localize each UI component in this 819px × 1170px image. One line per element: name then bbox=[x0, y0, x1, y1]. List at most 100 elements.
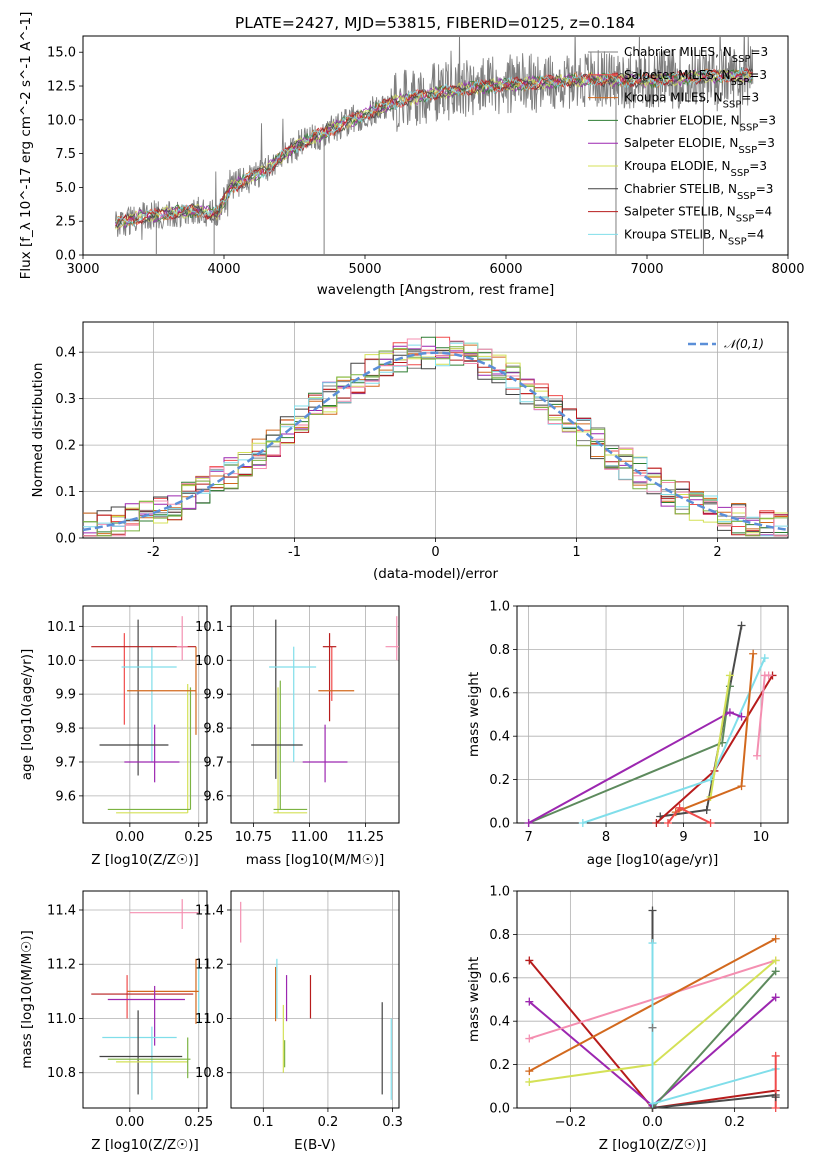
figure-title: PLATE=2427, MJD=53815, FIBERID=0125, z=0… bbox=[235, 14, 635, 32]
series-line bbox=[655, 674, 774, 824]
x-tick-label: -1 bbox=[288, 545, 301, 560]
y-tick-label: 0.1 bbox=[55, 485, 76, 500]
y-tick-label: 10.8 bbox=[47, 1066, 76, 1081]
legend-entry: 𝒩(0,1) bbox=[724, 337, 764, 351]
axes-frame bbox=[82, 321, 789, 539]
y-tick-label: 0.0 bbox=[55, 532, 76, 547]
x-tick-label: -2 bbox=[147, 545, 160, 560]
label-part: SSP bbox=[732, 54, 751, 65]
residuals-panel: -2 -1 0 1 2 0.0 0.1 0.2 0.3 0.4 𝒩(0,1) (data-model)… bbox=[30, 321, 789, 582]
y-tick-label: 0.8 bbox=[489, 928, 510, 943]
y-axis-label: Normed distribution bbox=[30, 363, 46, 498]
y-tick-label: 0.4 bbox=[489, 730, 510, 745]
data-point-marker bbox=[648, 906, 657, 915]
data-point-marker bbox=[648, 1099, 657, 1108]
y-tick-label: 11.0 bbox=[47, 1012, 76, 1027]
data-point-marker bbox=[648, 1023, 657, 1032]
label-part: =3 bbox=[749, 159, 767, 173]
errorbar-layer bbox=[91, 616, 197, 814]
data-point-marker bbox=[753, 751, 762, 760]
x-tick-label: 2 bbox=[713, 545, 721, 560]
data-point-marker bbox=[725, 708, 734, 717]
axes-frame bbox=[230, 605, 400, 824]
data-point-marker bbox=[648, 939, 657, 948]
histogram-step-line bbox=[83, 342, 788, 537]
x-tick-label: 0.00 bbox=[115, 830, 144, 845]
y-tick-label: 11.4 bbox=[47, 903, 76, 918]
axes-frame bbox=[82, 605, 208, 824]
histogram-step-line bbox=[83, 354, 788, 537]
label-part: Salpeter MILES, N bbox=[624, 68, 731, 82]
y-axis-label: age [log10(age/yr)] bbox=[19, 649, 35, 781]
x-tick-label: 0 bbox=[431, 545, 439, 560]
model-fit-line bbox=[115, 67, 754, 227]
legend-entry: Salpeter ELODIE, NSSP=3 bbox=[624, 136, 775, 156]
label-part: =3 bbox=[757, 136, 775, 150]
label-part: =3 bbox=[750, 45, 768, 59]
data-point-marker bbox=[663, 819, 672, 827]
histogram-step-line bbox=[83, 336, 788, 534]
y-tick-label: 12.5 bbox=[47, 80, 76, 95]
data-point-marker bbox=[771, 934, 780, 943]
label-part: =3 bbox=[756, 182, 774, 196]
model-fit-line bbox=[115, 68, 753, 227]
plots-layer: 3000 4000 5000 6000 7000 80000.02.55.07.510.0… bbox=[18, 12, 805, 1153]
label-part: SSP bbox=[737, 190, 756, 201]
series-line bbox=[582, 657, 766, 824]
x-tick-label: 3000 bbox=[66, 262, 99, 277]
y-tick-label: 7.5 bbox=[55, 147, 76, 162]
legend-entry: Chabrier MILES, NSSP=3 bbox=[624, 45, 768, 65]
histogram-step-line bbox=[83, 346, 788, 537]
y-tick-label: 0.0 bbox=[55, 249, 76, 264]
x-tick-label: 0.0 bbox=[642, 1115, 663, 1130]
data-point-marker bbox=[771, 967, 780, 976]
y-tick-label: 9.7 bbox=[55, 755, 76, 770]
y-tick-label: 0.6 bbox=[489, 686, 510, 701]
y-tick-label: 10.1 bbox=[195, 620, 224, 635]
data-point-marker bbox=[725, 671, 734, 680]
data-point-marker bbox=[771, 1104, 780, 1112]
y-axis-label: mass weight bbox=[466, 672, 482, 757]
x-axis-label: wavelength [Angstrom, rest frame] bbox=[317, 282, 555, 298]
x-axis-label: Z [log10(Z/Z☉)] bbox=[91, 1137, 199, 1153]
y-tick-label: 9.6 bbox=[203, 789, 224, 804]
y-tick-label: 9.8 bbox=[203, 722, 224, 737]
label-part: =3 bbox=[749, 68, 767, 82]
y-tick-label: 0.2 bbox=[55, 439, 76, 454]
data-point-marker bbox=[771, 993, 780, 1002]
histogram-lines bbox=[83, 336, 788, 537]
legend-entry: Kroupa MILES, NSSP=3 bbox=[624, 91, 759, 111]
data-point-marker bbox=[760, 654, 769, 663]
y-tick-label: 0.8 bbox=[489, 643, 510, 658]
x-axis-label: (data-model)/error bbox=[373, 566, 499, 582]
y-tick-label: 11.0 bbox=[195, 1012, 224, 1027]
weight_vs_Z-panel: −0.2 0.0 0.2 0.0 0.2 0.4 0.6 0.8 1.0 Z [log10(Z/Z… bbox=[466, 885, 789, 1153]
x-tick-label: 1 bbox=[572, 545, 580, 560]
x-tick-label: 4000 bbox=[207, 262, 240, 277]
x-tick-label: 0.00 bbox=[115, 1115, 144, 1130]
x-axis-label: mass [log10(M/M☉)] bbox=[246, 852, 385, 868]
y-tick-label: 11.2 bbox=[195, 958, 224, 973]
legend-entry: Chabrier ELODIE, NSSP=3 bbox=[624, 113, 776, 132]
data-point-marker bbox=[702, 805, 711, 814]
legend-entry: Salpeter MILES, NSSP=3 bbox=[624, 68, 767, 88]
label-part: SSP bbox=[740, 122, 759, 133]
label-part: Salpeter STELIB, N bbox=[624, 205, 736, 219]
y-axis-label: Flux [f_λ 10^-17 erg cm^-2 s^-1 A^-1] bbox=[18, 12, 34, 280]
x-tick-label: 11.25 bbox=[347, 830, 384, 845]
x-axis-label: Z [log10(Z/Z☉)] bbox=[599, 1137, 707, 1153]
data-point-marker bbox=[525, 997, 534, 1006]
mass_vs_Z-panel: 0.00 0.25 10.8 11.0 11.2 11.4 Z [log10(Z/Z☉)] m… bbox=[19, 890, 213, 1153]
label-part: SSP bbox=[728, 236, 747, 247]
data-point-marker bbox=[706, 819, 715, 827]
data-point-marker bbox=[737, 712, 746, 721]
axes-frame bbox=[230, 890, 400, 1109]
legend-entry: Kroupa STELIB, NSSP=4 bbox=[624, 227, 764, 247]
errorbar-layer bbox=[251, 616, 399, 814]
data-point-marker bbox=[771, 956, 780, 965]
errorbar-layer bbox=[91, 899, 200, 1100]
series-line bbox=[660, 625, 743, 818]
y-axis-label: mass weight bbox=[466, 957, 482, 1042]
data-point-marker bbox=[525, 1067, 534, 1076]
y-tick-label: 1.0 bbox=[489, 600, 510, 615]
